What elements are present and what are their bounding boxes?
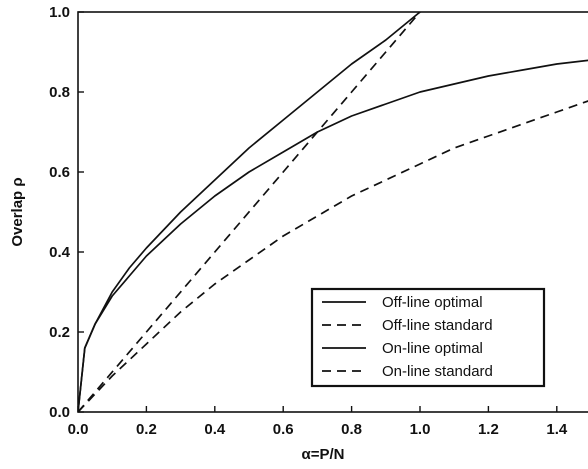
- y-tick-label: 0.6: [49, 164, 70, 181]
- x-tick-label: 0.2: [136, 421, 157, 438]
- legend-label: Off-line optimal: [382, 294, 483, 311]
- y-tick-label: 1.0: [49, 4, 70, 21]
- ticks-layer: 0.0 0.2 0.4 0.6 0.8 1.0 1.2 1.4 0.0 0.2 0.4 0.6 0.8 1…: [49, 4, 568, 438]
- legend-label: Off-line standard: [382, 317, 493, 334]
- x-tick-label: 0.6: [273, 421, 294, 438]
- series-line-on-line-standard: [78, 100, 588, 412]
- y-tick-label: 0.2: [49, 324, 70, 341]
- series-line-off-line-optimal: [78, 59, 588, 412]
- x-axis-label: α=P/N: [302, 446, 345, 463]
- x-tick-label: 0.0: [68, 421, 89, 438]
- series-line-on-line-optimal: [78, 12, 421, 412]
- x-tick-label: 1.2: [478, 421, 499, 438]
- plot-frame: [77, 11, 588, 413]
- legend-label: On-line optimal: [382, 340, 483, 357]
- legend: Off-line optimal Off-line standard On-line…: [310, 287, 546, 388]
- y-tick-label: 0.4: [49, 244, 71, 261]
- plot-area-group: [77, 11, 588, 413]
- legend-box: [310, 287, 546, 388]
- y-tick-label: 0.8: [49, 84, 70, 101]
- series-layer: [78, 12, 588, 412]
- x-tick-label: 0.4: [204, 421, 226, 438]
- x-tick-label: 1.4: [546, 421, 568, 438]
- y-axis-label: Overlap ρ: [9, 177, 26, 246]
- y-tick-label: 0.0: [49, 404, 70, 421]
- legend-label: On-line standard: [382, 363, 493, 380]
- x-tick-label: 0.8: [341, 421, 362, 438]
- series-line-off-line-standard: [78, 12, 421, 412]
- x-tick-label: 1.0: [410, 421, 431, 438]
